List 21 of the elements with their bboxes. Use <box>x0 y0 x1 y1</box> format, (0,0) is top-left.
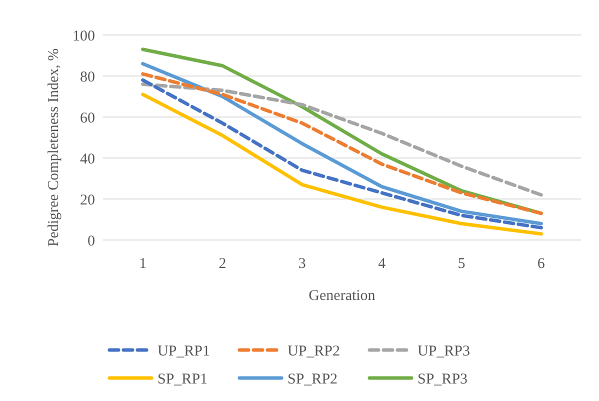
x-tick-label: 2 <box>218 256 226 272</box>
x-tick-label: 1 <box>139 256 147 272</box>
x-axis-title: Generation <box>308 288 376 304</box>
x-tick-label: 5 <box>458 256 466 272</box>
y-tick-label: 20 <box>80 192 95 208</box>
x-tick-label: 3 <box>298 256 306 272</box>
legend-label: SP_RP3 <box>418 371 468 388</box>
y-axis-title: Pedigree Completeness Index, % <box>46 48 62 247</box>
y-tick-label: 40 <box>80 151 95 168</box>
legend-label: UP_RP3 <box>418 343 470 360</box>
legend-label: UP_RP1 <box>158 343 210 360</box>
legend-label: UP_RP2 <box>288 343 340 360</box>
line-series <box>141 82 543 197</box>
y-tick-label: 60 <box>80 110 95 126</box>
x-tick-label: 4 <box>378 256 386 272</box>
legend-label: SP_RP1 <box>158 371 208 388</box>
legend-label: SP_RP2 <box>288 371 338 388</box>
y-tick-label: 100 <box>72 28 95 44</box>
y-tick-label: 0 <box>88 233 95 250</box>
y-tick-label: 80 <box>80 69 95 86</box>
x-tick-label: 6 <box>537 256 546 272</box>
